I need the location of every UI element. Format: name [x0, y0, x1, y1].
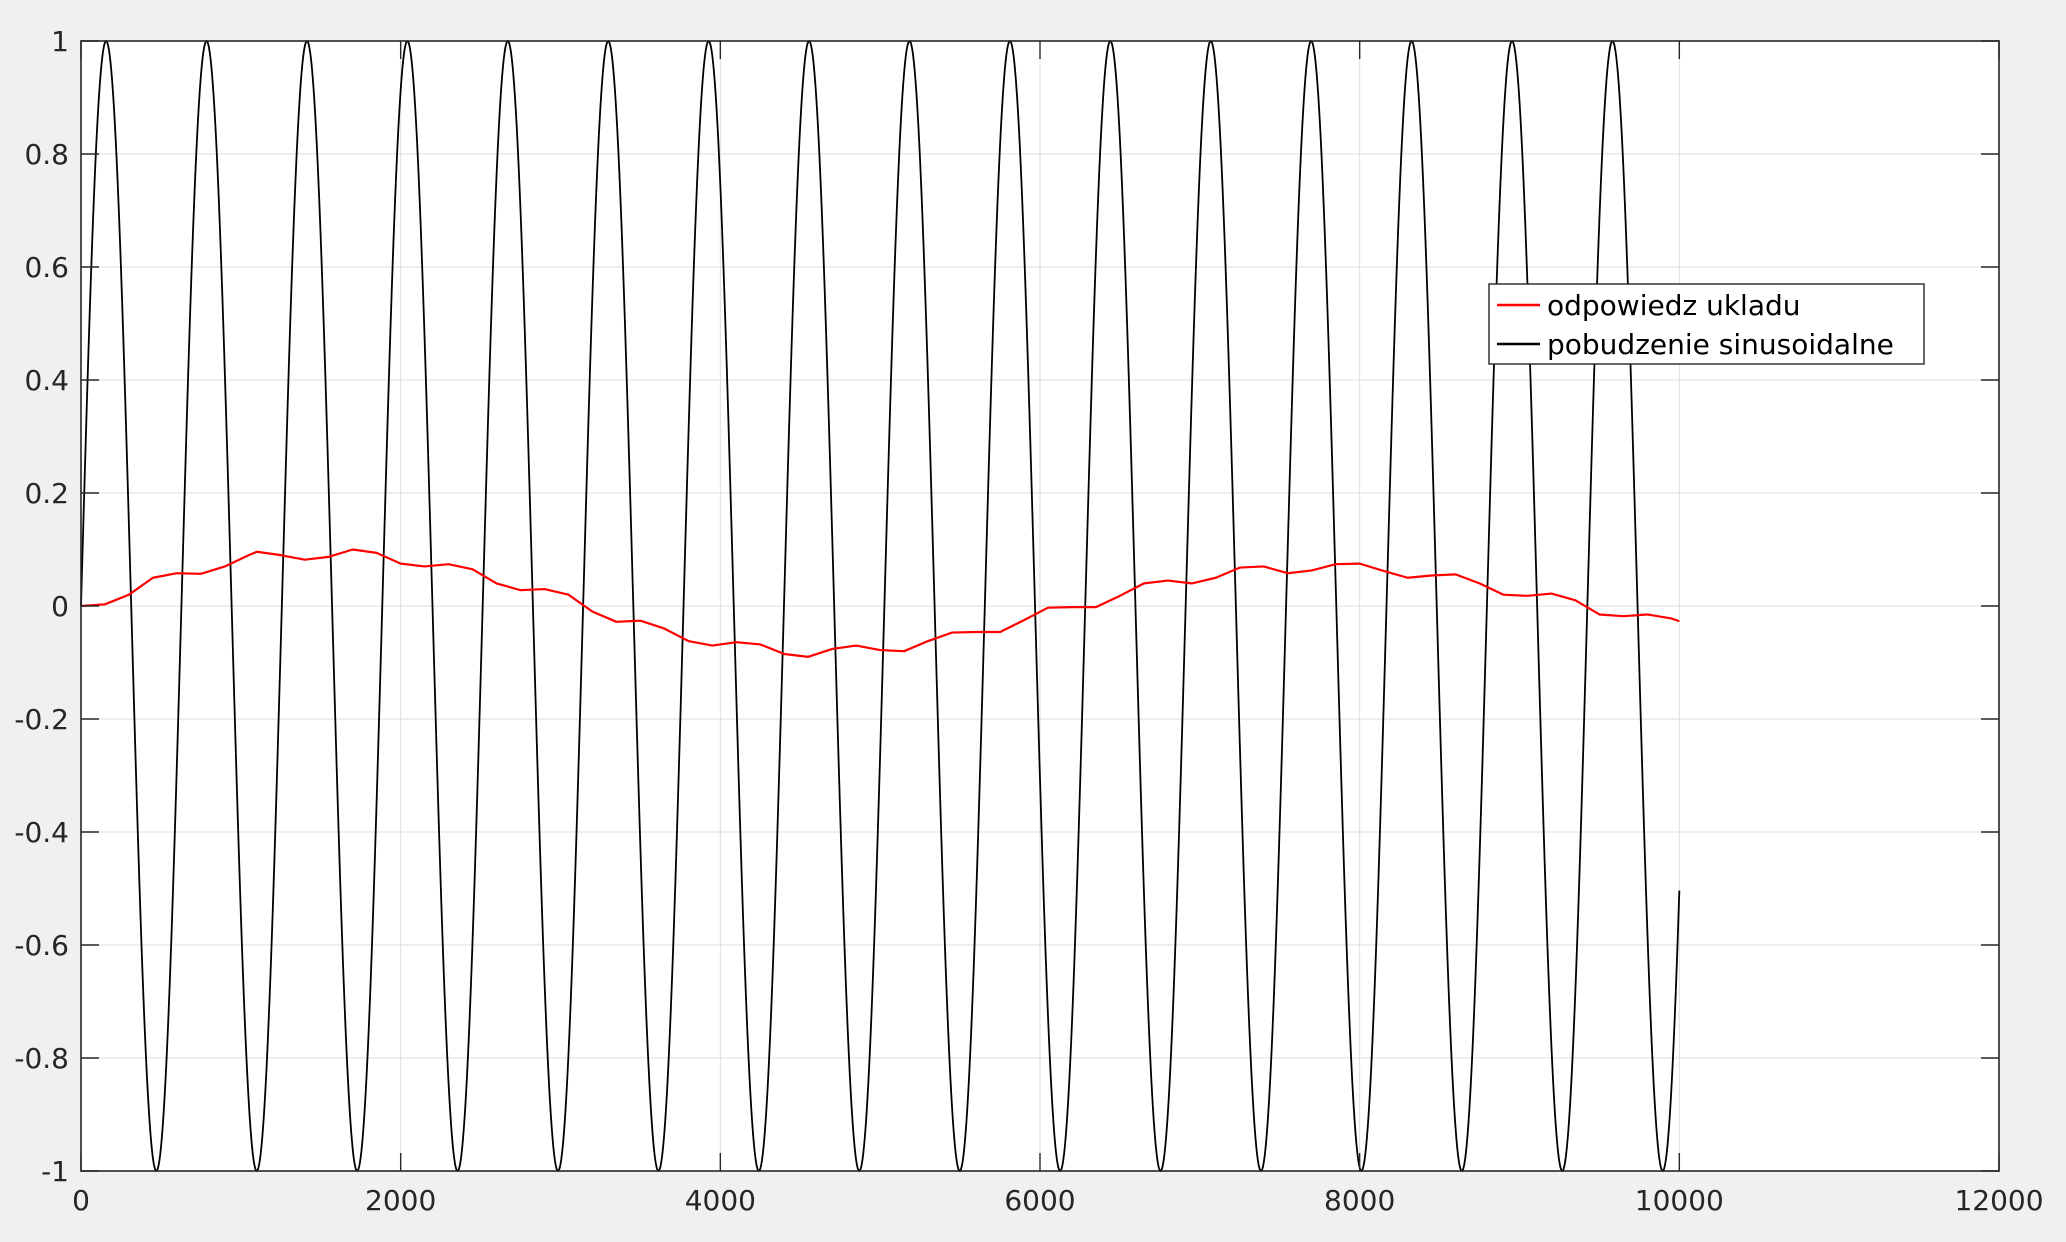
- y-tick-label: 0.8: [24, 138, 69, 171]
- x-tick-label: 2000: [365, 1184, 436, 1217]
- ticks: [80, 40, 2000, 1172]
- y-tick-label: -0.2: [14, 703, 69, 736]
- x-tick-labels: 0 2000 4000 6000 8000 10000 12000: [72, 1184, 2043, 1217]
- series-excitation-line: [80, 39, 1681, 1173]
- x-tick-label: 8000: [1324, 1184, 1395, 1217]
- y-tick-label: 0: [51, 590, 69, 623]
- y-tick-label: 1: [51, 25, 69, 58]
- legend: odpowiedz ukladu pobudzenie sinusoidalne: [1488, 283, 1925, 365]
- y-tick-label: -0.4: [14, 816, 69, 849]
- x-tick-label: 0: [72, 1184, 90, 1217]
- y-tick-label: -0.8: [14, 1042, 69, 1075]
- x-tick-label: 10000: [1635, 1184, 1724, 1217]
- plot-lines: [80, 39, 1681, 1173]
- y-tick-label: 0.2: [24, 477, 69, 510]
- x-tick-label: 6000: [1004, 1184, 1075, 1217]
- y-tick-label: -1: [41, 1155, 69, 1188]
- x-tick-label: 4000: [685, 1184, 756, 1217]
- y-tick-label: 0.6: [24, 251, 69, 284]
- x-tick-label: 12000: [1954, 1184, 2043, 1217]
- legend-box: [1488, 283, 1925, 365]
- y-tick-labels: -1 -0.8 -0.6 -0.4 -0.2 0 0.2 0.4 0.6 0.8 1: [14, 25, 69, 1188]
- y-tick-label: -0.6: [14, 929, 69, 962]
- legend-label-response: odpowiedz ukladu: [1547, 289, 1801, 322]
- series-response-line: [80, 548, 1680, 658]
- y-tick-label: 0.4: [24, 364, 69, 397]
- legend-label-excitation: pobudzenie sinusoidalne: [1547, 328, 1894, 361]
